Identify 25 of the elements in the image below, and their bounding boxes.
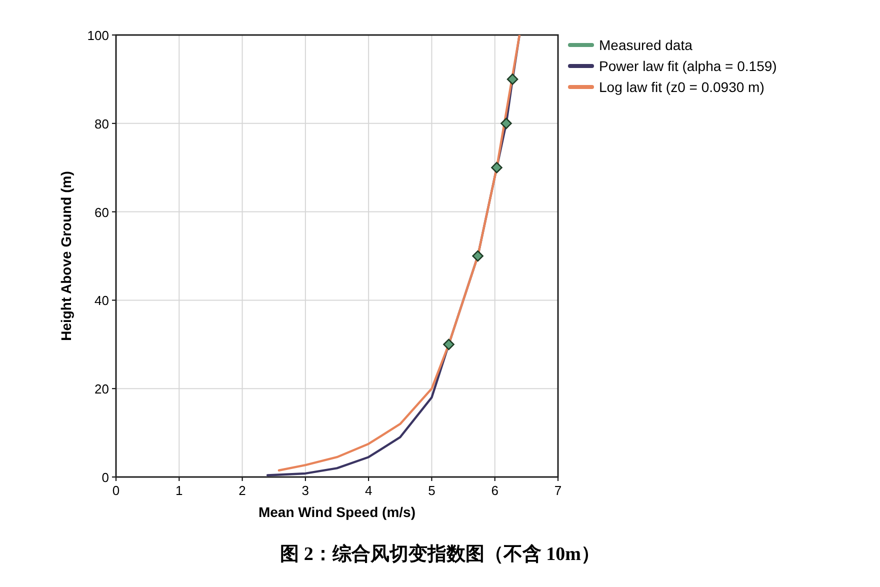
point <box>472 250 484 262</box>
legend-label: Power law fit (alpha = 0.159) <box>599 58 777 74</box>
point <box>443 338 454 350</box>
x-tick-label: 4 <box>364 483 372 498</box>
y-tick-label: 20 <box>94 382 109 397</box>
legend-label: Log law fit (z0 = 0.0930 m) <box>599 79 764 95</box>
x-tick-label: 1 <box>176 483 183 498</box>
x-tick-label: 6 <box>491 483 498 498</box>
point <box>491 162 502 174</box>
x-tick-label: 0 <box>112 483 120 498</box>
y-tick-label: 100 <box>87 28 109 43</box>
x-axis-title: Mean Wind Speed (m/s) <box>258 504 416 520</box>
y-axis-title: Height Above Ground (m) <box>58 171 74 341</box>
y-tick-label: 40 <box>94 293 109 308</box>
point <box>500 118 512 130</box>
x-tick-label: 2 <box>238 483 246 498</box>
point <box>506 74 518 85</box>
legend-label: Measured data <box>599 37 693 53</box>
x-tick-label: 5 <box>428 483 436 498</box>
y-tick-label: 60 <box>94 204 109 220</box>
y-tick-label: 80 <box>94 116 109 132</box>
caption: 图 2：综合风切变指数图（不含 10m） <box>280 543 600 565</box>
y-tick-label: 0 <box>102 470 109 485</box>
x-tick-label: 3 <box>302 483 310 498</box>
x-tick-label: 7 <box>554 483 562 498</box>
